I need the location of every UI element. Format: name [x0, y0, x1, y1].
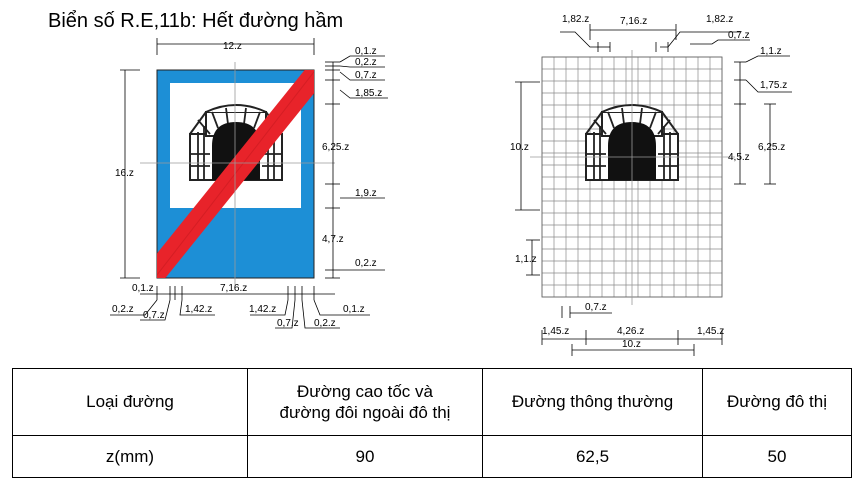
value-normal-road: 62,5	[482, 435, 703, 478]
dim-r8: 0,2.z	[355, 258, 377, 269]
left-sign	[140, 62, 335, 290]
dim-r-t2: 7,16.z	[620, 16, 647, 27]
table-row: z(mm) 90 62,5 50	[12, 435, 852, 478]
header-highway: Đường cao tốc và đường đôi ngoài đô thị	[247, 368, 483, 436]
value-highway: 90	[247, 435, 483, 478]
dim-top-width: 12.z	[223, 41, 242, 52]
dim-r-b3: 4,26.z	[617, 326, 644, 337]
header-urban-road: Đường đô thị	[702, 368, 852, 436]
dim-b-right2: 0,2.z	[314, 318, 336, 329]
table-header-row: Loại đường Đường cao tốc và đường đôi ng…	[12, 368, 852, 436]
dim-r-b1: 0,7.z	[585, 302, 607, 313]
dim-r3: 0,7.z	[355, 70, 377, 81]
dim-r7: 4,7.z	[322, 234, 344, 245]
dim-b-right1: 0,1.z	[343, 304, 365, 315]
dim-r-r2: 1,75.z	[760, 80, 787, 91]
dim-b-left4: 1,42.z	[185, 304, 212, 315]
dim-b-left1: 0,1.z	[132, 283, 154, 294]
dim-r-b5: 10.z	[622, 339, 641, 350]
dim-r-r4: 4,5.z	[728, 152, 750, 163]
dim-r4: 1,85.z	[355, 88, 382, 99]
dimension-drawings: 12.z 16.z 0,1.z 0,2.z 0,7.z 1,85.z 6,25.…	[110, 14, 792, 356]
dim-r-left-height: 10.z	[510, 142, 529, 153]
right-dimension-labels: 1,82.z 7,16.z 1,82.z 0,7.z 1,1.z 1,75.z …	[510, 14, 787, 350]
dim-b-right3: 0,7.z	[277, 318, 299, 329]
dim-b-left2: 0,2.z	[112, 304, 134, 315]
dim-r-b2: 1,45.z	[542, 326, 569, 337]
dim-b-right4: 1,42.z	[249, 304, 276, 315]
value-urban-road: 50	[702, 435, 852, 478]
dim-r5: 6,25.z	[322, 142, 349, 153]
dim-r-t4: 0,7.z	[728, 30, 750, 41]
size-table: Loại đường Đường cao tốc và đường đôi ng…	[12, 368, 852, 478]
row-label: z(mm)	[12, 435, 248, 478]
dim-b-mid: 7,16.z	[220, 283, 247, 294]
header-normal-road: Đường thông thường	[482, 368, 703, 436]
dim-r-cell: 1,1.z	[515, 254, 537, 265]
dim-r1: 0,1.z	[355, 46, 377, 57]
page-title: Biển số R.E,11b: Hết đường hầm	[48, 10, 344, 32]
dim-r-t1: 1,82.z	[562, 14, 589, 25]
dim-r-r1: 1,1.z	[760, 46, 782, 57]
dim-r-r3: 6,25.z	[758, 142, 785, 153]
dim-b-left3: 0,7.z	[143, 310, 165, 321]
dim-r-t3: 1,82.z	[706, 14, 733, 25]
left-dimension-labels: 12.z 16.z 0,1.z 0,2.z 0,7.z 1,85.z 6,25.…	[112, 41, 382, 329]
dim-r-b4: 1,45.z	[697, 326, 724, 337]
dim-height: 16.z	[115, 168, 134, 179]
dim-r2: 0,2.z	[355, 57, 377, 68]
dim-r6: 1,9.z	[355, 188, 377, 199]
header-road-type: Loại đường	[12, 368, 248, 436]
